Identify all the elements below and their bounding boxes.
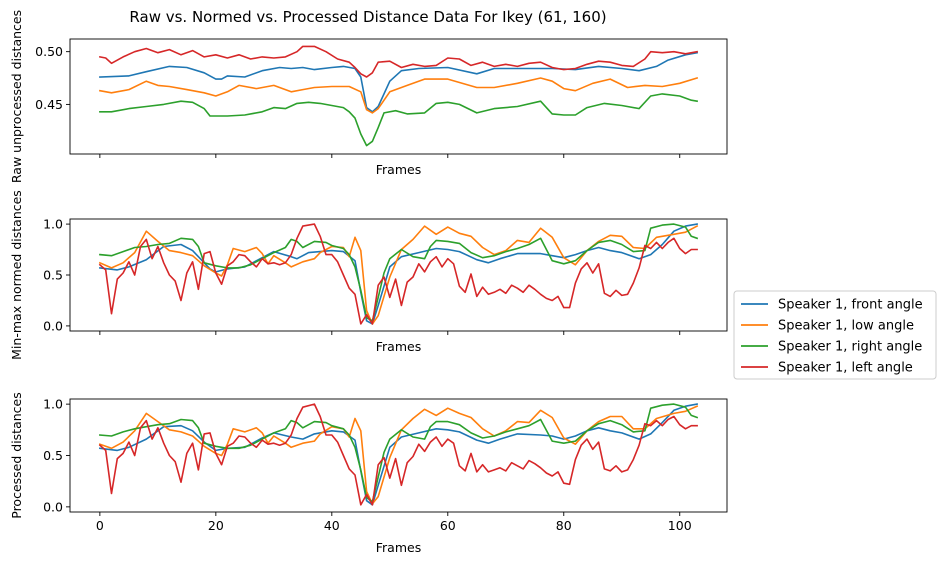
series-line-speaker-1-left-angle: [98, 403, 698, 506]
series-line-speaker-1-left-angle: [98, 223, 698, 325]
y-axis-label: Min-max normed distances: [9, 190, 24, 360]
series-lines: [98, 223, 699, 325]
legend: Speaker 1, front angle Speaker 1, low ang…: [733, 290, 937, 380]
series-line-speaker-1-right-angle: [99, 403, 699, 503]
legend-label: Speaker 1, right angle: [778, 340, 922, 355]
legend-box: [733, 290, 937, 380]
series-line-speaker-1-low-angle: [98, 225, 699, 325]
x-axis-label: Frames: [376, 339, 421, 354]
y-tick-label: 0.45: [35, 97, 63, 112]
y-tick-label: 0.5: [43, 268, 63, 283]
series-lines: [98, 403, 699, 506]
subplot-3: 0 20 40 60 80 100 0.0 0.5 1.0 Frames Processed dis…: [9, 392, 728, 555]
y-tick-label: 0.0: [43, 318, 63, 333]
series-line-speaker-1-front-angle: [99, 51, 699, 113]
subplot-1: 0.45 0.50 Frames Raw unprocessed distances: [9, 10, 728, 183]
series-line-speaker-1-right-angle: [99, 223, 699, 322]
y-tick-label: 1.0: [43, 397, 63, 412]
series-line-speaker-1-right-angle: [99, 93, 699, 147]
subplot-2: 0.0 0.5 1.0 Frames Min-max normed distances: [9, 190, 728, 360]
series-line-speaker-1-left-angle: [98, 45, 699, 78]
x-axis-label: Frames: [376, 162, 421, 177]
x-axis-label: Frames: [376, 540, 421, 555]
y-tick-label: 0.5: [43, 448, 63, 463]
y-tick-label: 1.0: [43, 217, 63, 232]
x-tick-label: 40: [324, 518, 340, 533]
y-tick-label: 0.50: [35, 44, 63, 59]
x-tick-label: 100: [668, 518, 692, 533]
series-line-speaker-1-front-angle: [99, 403, 699, 506]
x-tick-label: 80: [556, 518, 572, 533]
series-line-speaker-1-low-angle: [98, 405, 699, 505]
y-tick-label: 0.0: [43, 499, 63, 514]
x-tick-label: 0: [96, 518, 104, 533]
x-tick-label: 60: [440, 518, 456, 533]
figure-title: Raw vs. Normed vs. Processed Distance Da…: [129, 8, 606, 26]
series-line-speaker-1-low-angle: [98, 77, 699, 114]
legend-label: Speaker 1, low angle: [778, 319, 914, 334]
y-axis-label: Raw unprocessed distances: [9, 10, 24, 183]
axes-frame: [69, 38, 728, 155]
legend-label: Speaker 1, left angle: [778, 361, 913, 376]
y-axis-label: Processed distances: [9, 392, 24, 519]
legend-label: Speaker 1, front angle: [778, 298, 923, 313]
series-lines: [98, 45, 699, 147]
x-tick-label: 20: [208, 518, 224, 533]
